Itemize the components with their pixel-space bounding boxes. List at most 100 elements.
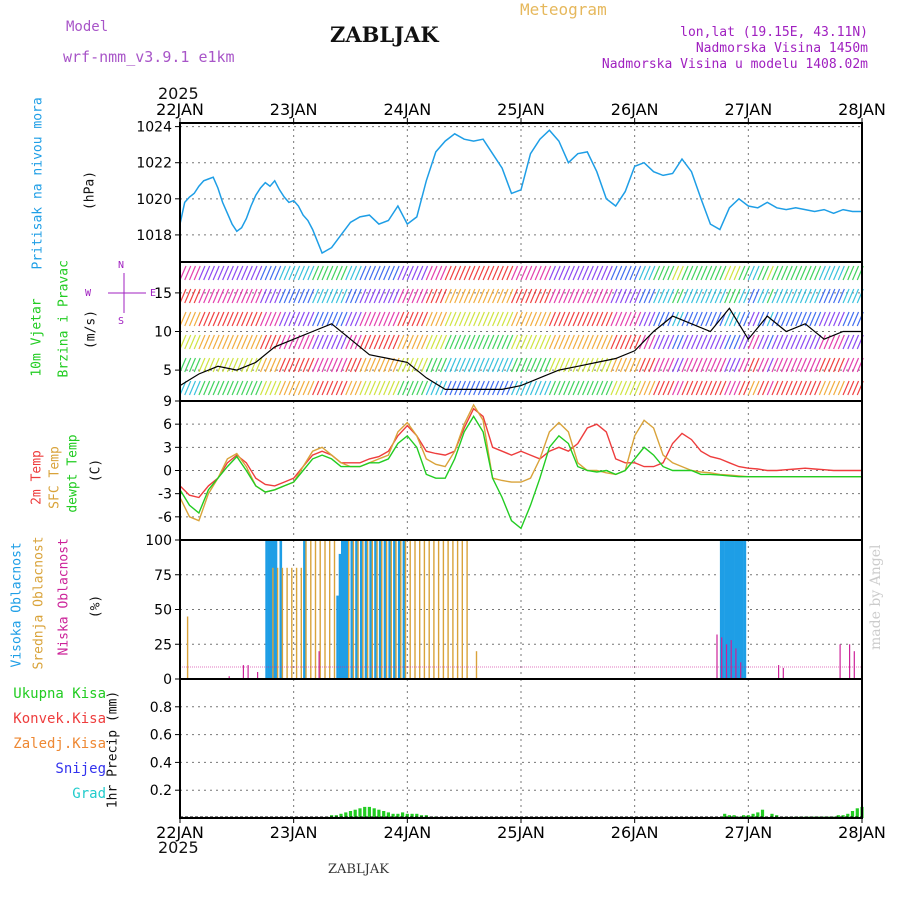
wind-barb	[605, 357, 613, 373]
wind-barb	[354, 288, 362, 304]
mid-cloud-bar	[381, 540, 383, 678]
wind-barb	[653, 265, 661, 281]
wind-barb	[283, 357, 291, 373]
wind-barb	[245, 380, 253, 396]
precip-bar	[363, 806, 367, 818]
wind-barb	[638, 357, 646, 373]
wind-barb	[596, 311, 604, 327]
wind-barb	[193, 311, 201, 327]
x-tick-label-bottom: 28JAN	[838, 823, 886, 842]
wind-barb	[373, 311, 381, 327]
mid-cloud-bar	[286, 567, 288, 678]
wind-barb	[212, 380, 220, 396]
wind-barb	[435, 288, 443, 304]
wind-barb	[743, 288, 751, 304]
wind-barb	[596, 380, 604, 396]
wind-barb	[582, 380, 590, 396]
wind-barb	[302, 265, 310, 281]
wind-barb	[217, 334, 225, 350]
wind-barb	[515, 357, 523, 373]
wind-barb	[335, 380, 343, 396]
wind-barb	[468, 288, 476, 304]
wind-barb	[430, 334, 438, 350]
wind-barb	[757, 334, 765, 350]
wind-barb	[572, 265, 580, 281]
wind-barb	[259, 311, 268, 327]
wind-barb	[804, 265, 812, 281]
wind-barb	[468, 357, 476, 373]
wind-barb	[757, 357, 765, 373]
wind-barb	[331, 334, 339, 350]
high-cloud-bar	[272, 540, 275, 678]
wind-barb	[411, 311, 419, 327]
wind-barb	[799, 265, 807, 281]
wind-barb	[724, 334, 732, 350]
wind-barb	[638, 311, 646, 327]
wind-barb	[411, 288, 419, 304]
wind-barb	[222, 265, 230, 281]
wind-barb	[634, 380, 642, 396]
wind-barb	[558, 334, 566, 350]
wind-barb	[563, 288, 571, 304]
wind-barb	[402, 265, 410, 281]
wind-barb	[255, 311, 263, 327]
mid-cloud-bar	[447, 540, 449, 678]
wind-barb	[657, 311, 665, 327]
wind-barb	[368, 380, 376, 396]
wind-barb	[700, 288, 708, 304]
station-title: ZABLJAK	[330, 22, 439, 47]
wind-barb	[851, 288, 860, 304]
wind-barb	[619, 334, 628, 350]
wind-barb	[733, 288, 741, 304]
wind-barb	[255, 265, 263, 281]
mid-cloud-bar	[376, 540, 378, 678]
wind-barb	[833, 334, 841, 350]
wind-barb	[487, 380, 495, 396]
wind-barb	[411, 380, 419, 396]
wind-barb	[733, 334, 741, 350]
wind-barb	[278, 334, 287, 350]
wind-barb	[439, 357, 448, 373]
wind-barb	[643, 357, 651, 373]
wind-barb	[274, 357, 282, 373]
wind-barb	[596, 288, 604, 304]
wind-barb	[605, 288, 613, 304]
wind-barb	[610, 380, 618, 396]
wind-barb	[572, 357, 580, 373]
wind-barb	[492, 357, 500, 373]
wind-barb	[771, 311, 779, 327]
wind-barb	[842, 265, 850, 281]
wind-barb	[790, 265, 798, 281]
wind-barb	[359, 357, 367, 373]
high-cloud-bar	[274, 540, 278, 678]
wind-barb	[392, 288, 400, 304]
wind-barb	[738, 265, 746, 281]
wind-barb	[577, 380, 585, 396]
wind-barb	[548, 380, 556, 396]
wind-barb	[743, 357, 751, 373]
wind-barb	[728, 265, 736, 281]
wind-barb	[851, 380, 860, 396]
wind-barb	[605, 311, 613, 327]
wind-barb	[487, 288, 495, 304]
wind-barb	[686, 265, 694, 281]
mid-cloud-bar	[333, 540, 336, 678]
wind-barb	[842, 334, 850, 350]
wind-barb	[288, 265, 296, 281]
wind-barb	[463, 265, 471, 281]
wind-barb	[326, 357, 334, 373]
wind-barb	[449, 334, 457, 350]
wind-barb	[321, 357, 329, 373]
wind-barb	[373, 334, 381, 350]
wind-barb	[359, 380, 367, 396]
wind-barb	[269, 357, 277, 373]
wind-barb	[231, 265, 239, 281]
wind-barb	[567, 380, 575, 396]
wind-barb	[733, 357, 741, 373]
wind-barb	[420, 380, 429, 396]
wind-barb	[283, 265, 291, 281]
wind-barb	[212, 265, 220, 281]
dewpt-line	[179, 415, 862, 530]
wind-barb	[743, 334, 751, 350]
mid-cloud-bar	[442, 540, 445, 678]
